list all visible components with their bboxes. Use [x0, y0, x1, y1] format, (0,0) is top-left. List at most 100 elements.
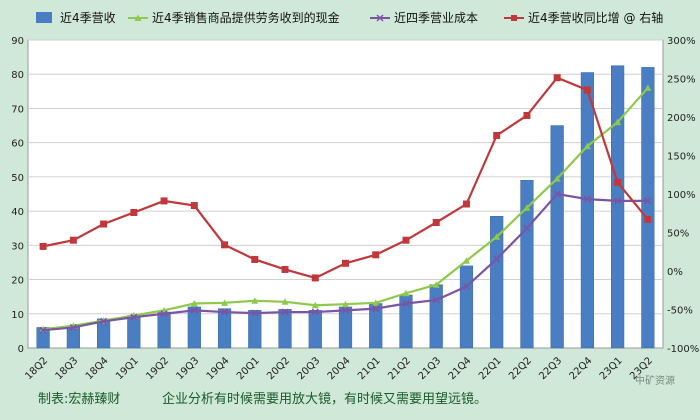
- point: [644, 197, 652, 205]
- point: [462, 282, 471, 290]
- legend-marker: [134, 14, 142, 21]
- left-tick-label: 50: [11, 173, 24, 184]
- point: [100, 317, 108, 325]
- point: [190, 202, 198, 210]
- point: [493, 131, 501, 139]
- point: [281, 298, 289, 305]
- bar: [580, 72, 595, 349]
- source-note: 制表:宏赫臻财: [38, 392, 121, 407]
- x-tick-label: 22Q3: [537, 355, 564, 382]
- point: [372, 299, 380, 306]
- x-tick-label: 20Q3: [295, 355, 322, 382]
- point: [523, 204, 531, 211]
- point: [402, 236, 410, 244]
- point: [220, 308, 229, 316]
- x-tick-label: 20Q2: [265, 355, 292, 382]
- point: [402, 299, 410, 308]
- left-tick-label: 10: [11, 310, 24, 321]
- point: [190, 306, 198, 314]
- bar: [369, 303, 383, 349]
- x-tick-label: 22Q2: [507, 355, 534, 382]
- point: [553, 74, 561, 82]
- bar: [520, 180, 534, 349]
- legend: 近4季营收 近4季销售商品提供劳务收到的现金 近四季营业成本 近4季营收同比增 @ 右…: [36, 10, 663, 25]
- bar: [308, 310, 322, 349]
- watermark-text: 中矿资源: [635, 376, 675, 387]
- legend-label: 近4季营收同比增 @ 右轴: [528, 10, 663, 25]
- left-tick-label: 60: [11, 139, 24, 150]
- x-tick-label: 19Q1: [114, 355, 141, 382]
- x-tick-label: 21Q3: [416, 355, 443, 382]
- combo-chart: 0 10 20 30 40 50 60 70 80 90 -100% -50% 0% 50% 100% 150…: [11, 10, 699, 382]
- left-tick-label: 0: [18, 344, 24, 355]
- left-tick-label: 70: [11, 104, 24, 115]
- x-tick-label: 21Q1: [356, 355, 383, 382]
- x-tick-label: 23Q1: [598, 355, 625, 382]
- point: [160, 197, 168, 205]
- slogan-text: 企业分析有时候需要用放大镜，有时候又需要用望远镜。: [162, 392, 488, 407]
- point: [190, 300, 198, 307]
- point: [614, 197, 622, 205]
- bar: [187, 306, 201, 349]
- point: [281, 265, 289, 273]
- bar: [338, 306, 353, 349]
- point: [614, 118, 622, 126]
- point: [251, 297, 259, 304]
- right-tick-label: 100%: [667, 190, 696, 201]
- legend-label: 近4季营收: [60, 11, 116, 25]
- x-tick-label: 22Q1: [477, 355, 504, 382]
- point: [69, 236, 77, 244]
- left-tick-label: 90: [11, 36, 24, 47]
- right-tick-label: -50%: [667, 306, 693, 317]
- point: [462, 257, 470, 264]
- point: [432, 296, 440, 304]
- point: [251, 309, 259, 317]
- bar: [550, 125, 564, 349]
- x-tick-label: 21Q2: [386, 355, 413, 382]
- point: [614, 178, 622, 186]
- bar: [248, 310, 262, 349]
- bar: [66, 325, 80, 349]
- bar: [459, 265, 474, 349]
- x-tick-label: 18Q2: [23, 355, 50, 382]
- right-tick-label: 300%: [667, 36, 696, 47]
- point: [311, 308, 319, 316]
- point: [39, 326, 47, 334]
- point: [644, 215, 652, 223]
- point: [342, 259, 349, 267]
- legend-marker: [376, 14, 384, 22]
- legend-swatch: [36, 12, 52, 23]
- point: [493, 255, 501, 263]
- right-tick-label: 150%: [667, 152, 696, 163]
- point: [432, 281, 440, 288]
- x-tick-label: 18Q4: [84, 355, 111, 382]
- x-tick-label: 19Q4: [205, 355, 232, 382]
- legend-label: 近四季营业成本: [394, 11, 478, 25]
- bar: [641, 67, 655, 349]
- point: [372, 305, 380, 313]
- point: [372, 251, 380, 259]
- point: [432, 218, 440, 226]
- left-tick-label: 20: [11, 276, 24, 287]
- point: [583, 142, 591, 150]
- point: [583, 86, 591, 94]
- point: [281, 308, 289, 316]
- right-tick-label: 250%: [667, 75, 696, 86]
- bar: [157, 311, 171, 349]
- right-tick-label: 50%: [667, 229, 689, 240]
- point: [130, 313, 138, 321]
- x-tick-label: 19Q3: [175, 355, 202, 382]
- point: [221, 241, 229, 249]
- bar: [429, 284, 443, 349]
- point: [493, 233, 501, 240]
- bar: [278, 309, 292, 349]
- bar: [611, 65, 625, 349]
- point: [39, 242, 47, 250]
- legend-label: 近4季销售商品提供劳务收到的现金: [152, 10, 340, 25]
- point: [69, 323, 77, 332]
- point: [130, 208, 138, 216]
- point: [553, 190, 561, 198]
- bar: [490, 215, 504, 349]
- x-tick-label: 18Q3: [54, 355, 81, 382]
